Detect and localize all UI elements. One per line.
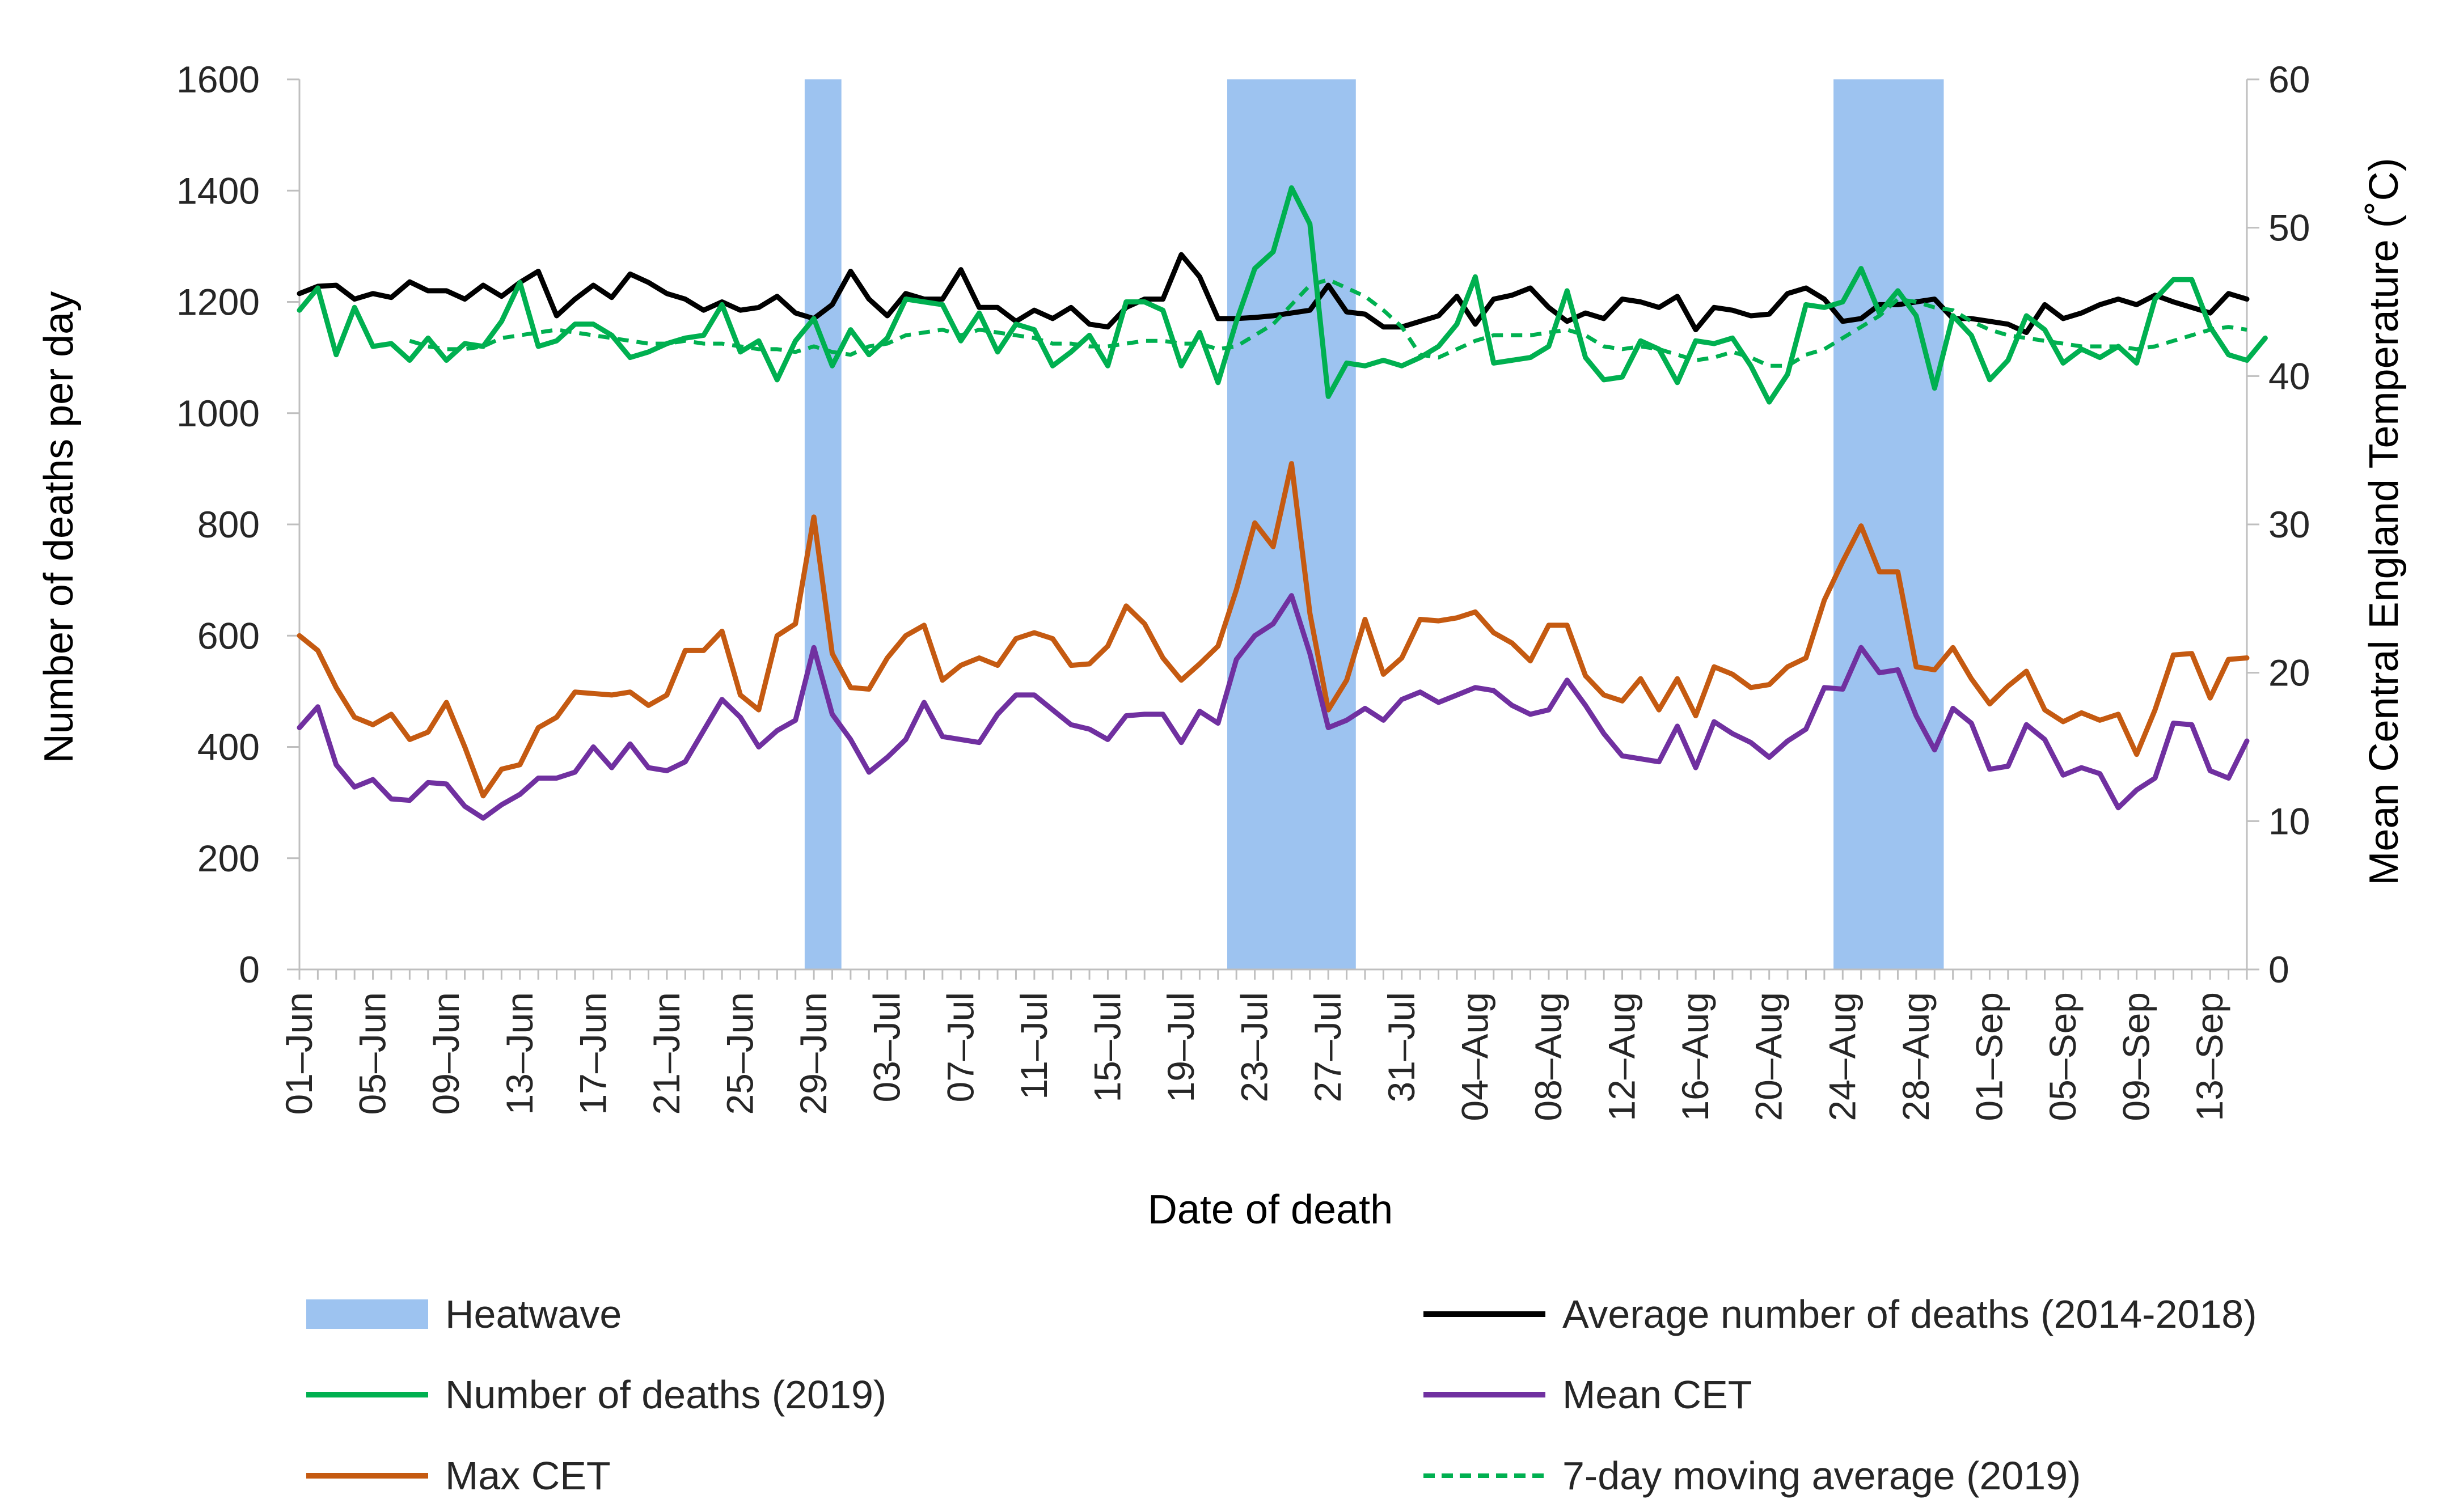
- x-tick-label: 31–Jul: [1380, 992, 1422, 1103]
- y-tick-label: 400: [197, 726, 260, 768]
- x-tick-label: 27–Jul: [1307, 992, 1349, 1103]
- series-average-number-of-deaths-2014-2018: [297, 252, 2250, 335]
- left-y-ticks: 0 200 400 600 800 1000 1200 1400 1600: [176, 58, 299, 990]
- y-tick-label: 800: [197, 503, 260, 545]
- x-tick-label: 15–Jul: [1086, 992, 1128, 1103]
- y2-axis-title: Mean Central England Temperature (˚C): [2361, 158, 2407, 885]
- right-y-ticks: 0 10 20 30 40 50 60: [2247, 58, 2310, 990]
- x-tick-label: 13–Jun: [498, 992, 540, 1115]
- y-tick-label: 200: [197, 837, 260, 879]
- x-tick-label: 01–Jun: [278, 992, 320, 1115]
- x-tick-label: 05–Jun: [352, 992, 394, 1115]
- x-tick-label: 23–Jul: [1233, 992, 1275, 1103]
- x-axis-title: Date of death: [1148, 1187, 1393, 1233]
- x-tick-label: 07–Jul: [939, 992, 981, 1103]
- y2-tick-label: 20: [2268, 652, 2310, 694]
- legend-label-mean-cet: Mean CET: [1562, 1373, 1752, 1417]
- y-tick-label: 600: [197, 615, 260, 657]
- legend-label-7-day-moving-average-2019: 7-day moving average (2019): [1562, 1454, 2081, 1498]
- x-tick-label: 19–Jul: [1160, 992, 1202, 1103]
- x-tick-label: 08–Aug: [1527, 992, 1569, 1121]
- legend-swatch-heatwave: [306, 1299, 428, 1329]
- x-tick-label: 29–Jun: [792, 992, 834, 1115]
- legend-label-max-cet: Max CET: [445, 1454, 611, 1498]
- y-tick-label: 1200: [176, 281, 260, 323]
- y-axis-title: Number of deaths per day: [36, 291, 82, 763]
- x-tick-label: 13–Sep: [2188, 992, 2230, 1121]
- series-7-day-moving-average-2019: [409, 277, 2247, 368]
- series-number-of-deaths-2019: [297, 185, 2268, 405]
- x-tick-label: 28–Aug: [1895, 992, 1937, 1121]
- x-tick-label: 21–Jun: [645, 992, 687, 1115]
- y2-tick-label: 40: [2268, 355, 2310, 397]
- x-tick-label: 12–Aug: [1601, 992, 1643, 1121]
- y-tick-label: 1400: [176, 170, 260, 211]
- legend-label-heatwave: Heatwave: [445, 1292, 622, 1336]
- heatwave-band-3: [1833, 79, 1944, 969]
- x-tick-label: 09–Sep: [2115, 992, 2157, 1121]
- x-tick-label: 24–Aug: [1821, 992, 1863, 1121]
- y2-tick-label: 50: [2268, 207, 2310, 249]
- x-tick-label: 25–Jun: [719, 992, 761, 1115]
- x-ticks: 01–Jun 05–Jun 09–Jun 13–Jun 17–Jun 21–Jun 25–J…: [278, 969, 2248, 1121]
- x-tick-label: 04–Aug: [1453, 992, 1495, 1121]
- series-max-cet: [297, 461, 2250, 799]
- y-tick-label: 0: [239, 948, 260, 990]
- x-tick-label: 11–Jul: [1013, 992, 1055, 1100]
- x-tick-label: 20–Aug: [1748, 992, 1790, 1121]
- y2-tick-label: 0: [2268, 948, 2289, 990]
- y2-tick-label: 10: [2268, 800, 2310, 842]
- legend-label-average-number-of-deaths-2014-2018: Average number of deaths (2014-2018): [1562, 1292, 2257, 1336]
- heatwave-bands: [804, 79, 1944, 969]
- x-tick-label: 05–Sep: [2042, 992, 2084, 1121]
- x-tick-label: 09–Jun: [425, 992, 467, 1115]
- y-tick-label: 1000: [176, 392, 260, 434]
- y-tick-label: 1600: [176, 58, 260, 100]
- heatwave-band-2: [1227, 79, 1356, 969]
- series-mean-cet: [297, 593, 2250, 821]
- y2-tick-label: 60: [2268, 58, 2310, 100]
- x-tick-label: 16–Aug: [1674, 992, 1716, 1121]
- x-tick-label: 03–Jul: [866, 992, 908, 1103]
- y2-tick-label: 30: [2268, 503, 2310, 545]
- series-lines: [297, 185, 2268, 821]
- legend-label-number-of-deaths-2019: Number of deaths (2019): [445, 1373, 886, 1417]
- x-tick-label: 01–Sep: [1968, 992, 2010, 1121]
- x-tick-label: 17–Jun: [572, 992, 614, 1115]
- legend: Heatwave Average number of deaths (2014-2…: [306, 1292, 2257, 1498]
